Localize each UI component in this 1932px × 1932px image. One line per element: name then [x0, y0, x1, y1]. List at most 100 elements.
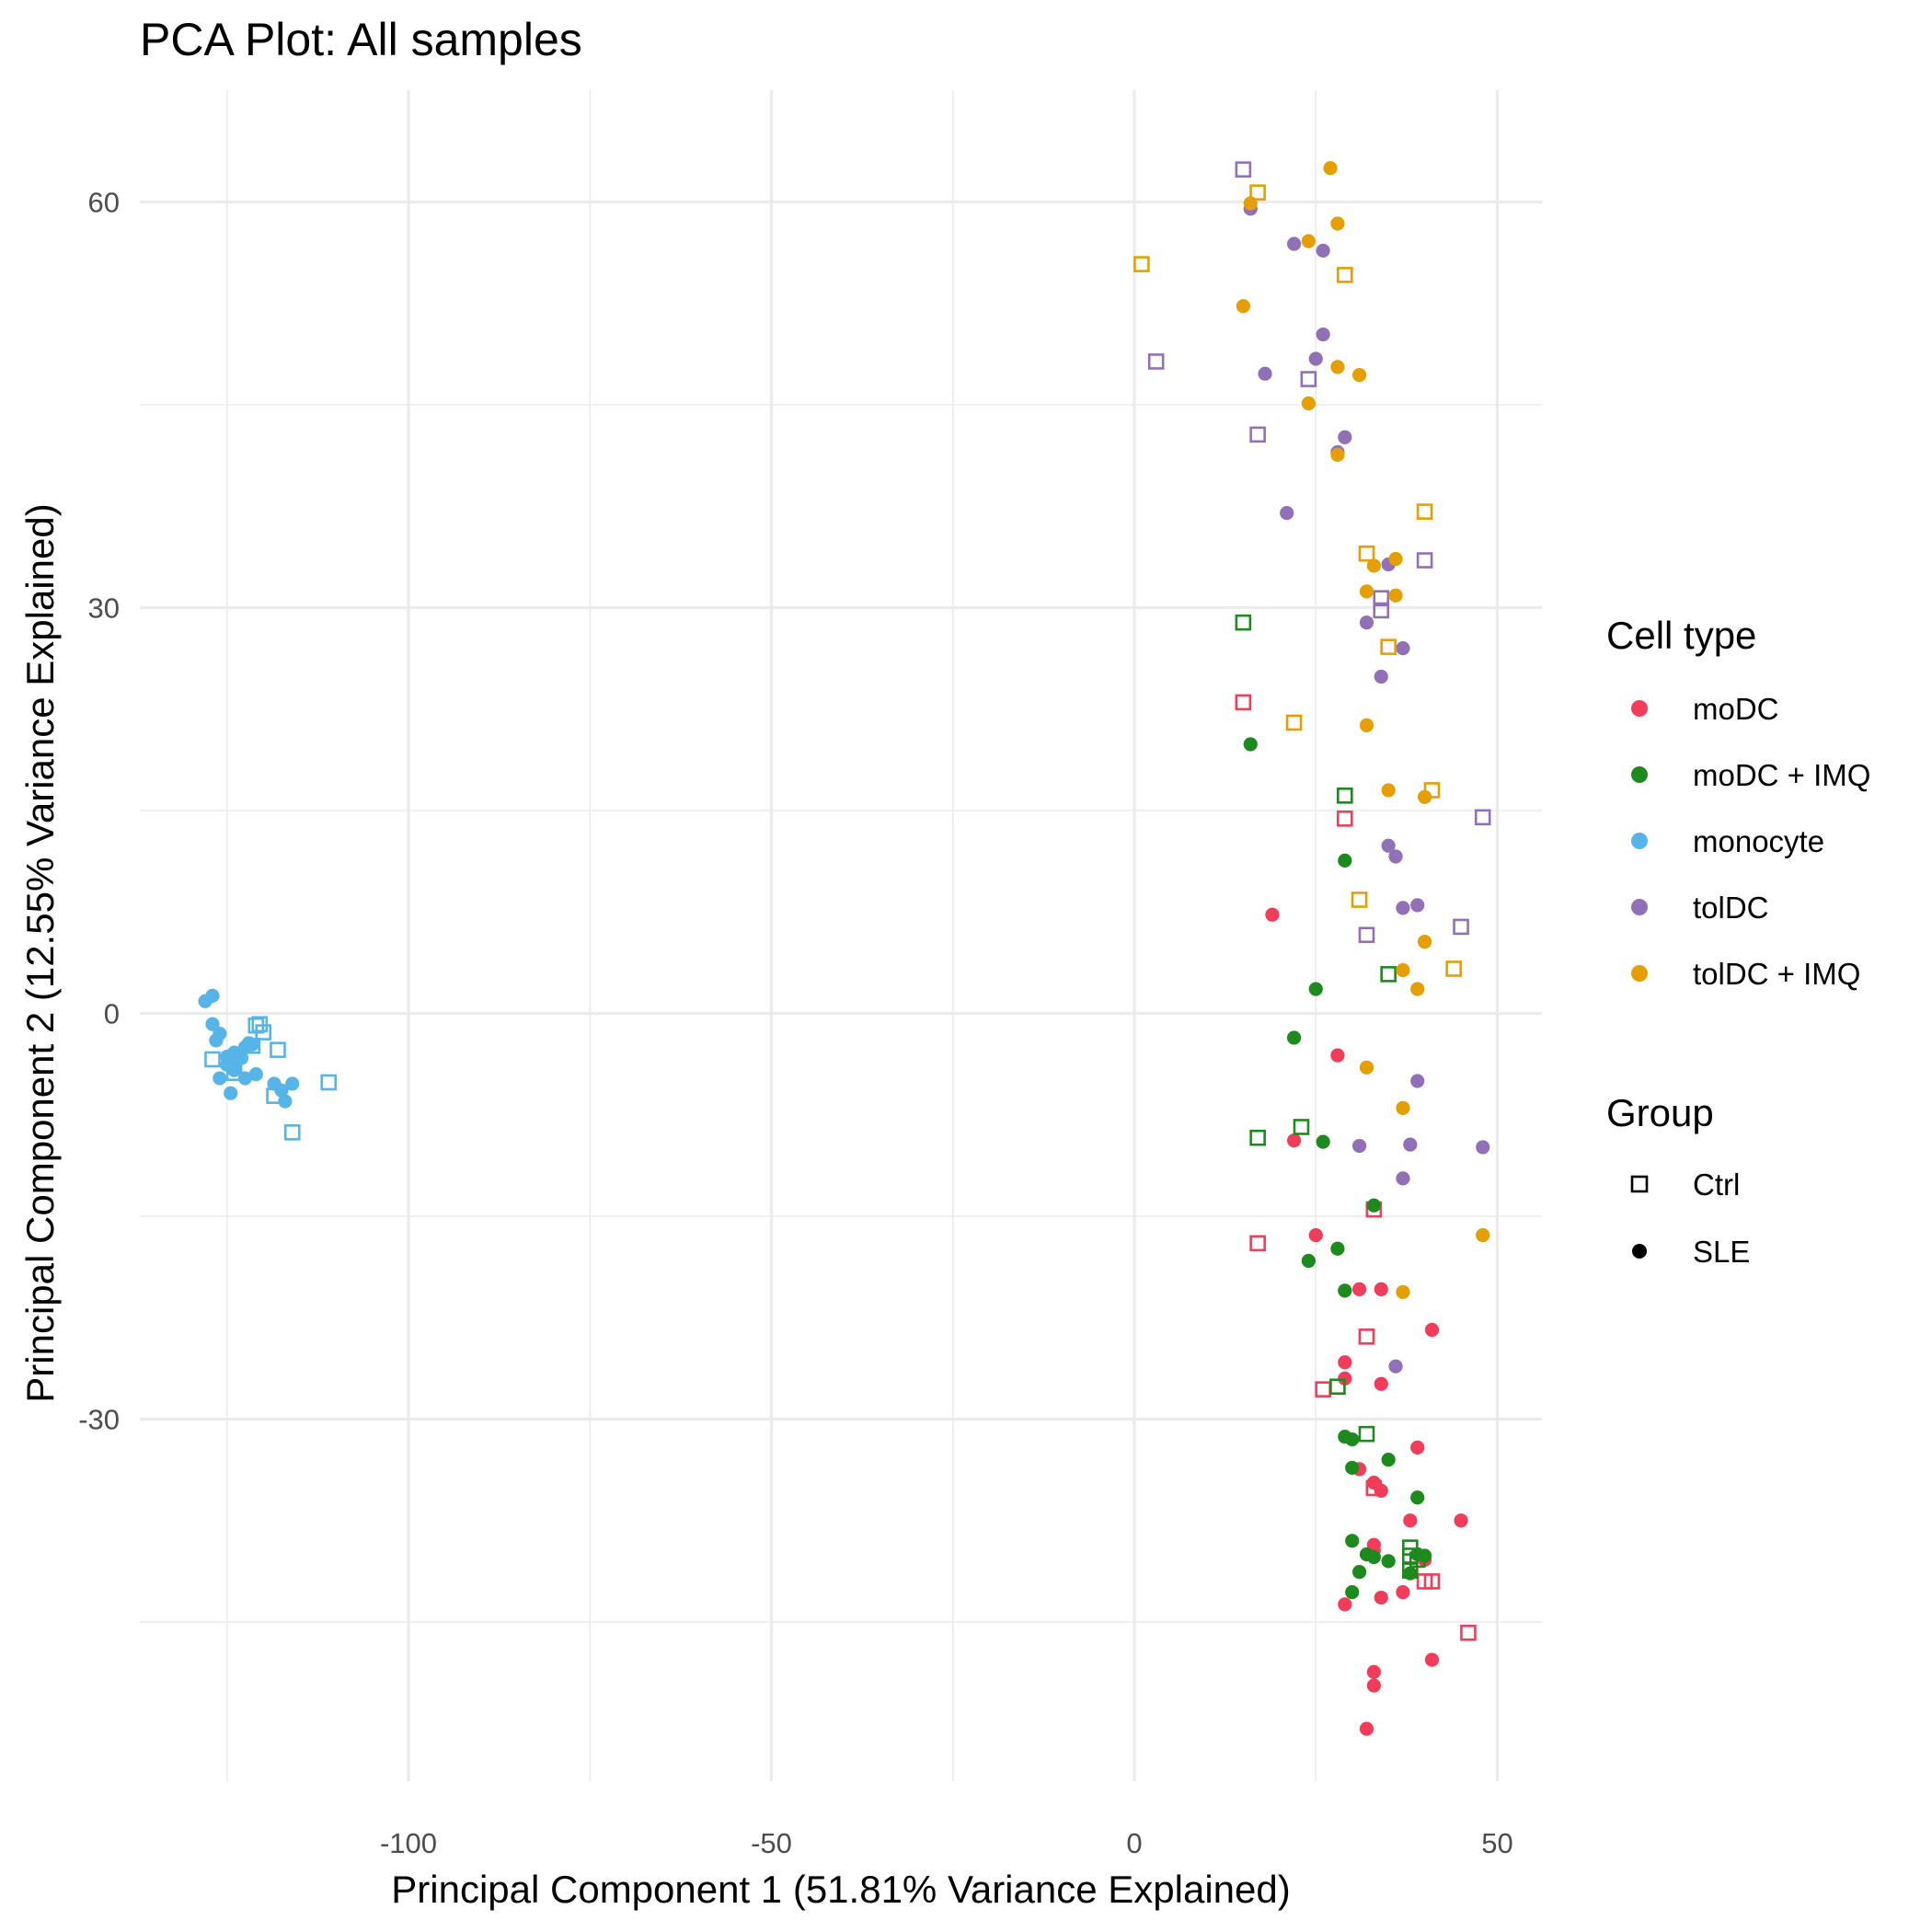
legend-key-ctrl: [1630, 1175, 1649, 1193]
data-point: [1330, 216, 1345, 231]
chart-title: PCA Plot: All samples: [140, 14, 582, 65]
data-point: [1345, 1534, 1360, 1548]
data-point: [1235, 694, 1252, 711]
data-point: [255, 1024, 272, 1041]
data-point: [1366, 1198, 1381, 1213]
data-point: [1359, 718, 1374, 732]
data-point: [244, 1037, 261, 1054]
data-point: [1381, 1453, 1396, 1467]
data-point: [1351, 368, 1367, 383]
legend-label-cell-type: monocyte: [1693, 824, 1824, 858]
data-point: [1280, 506, 1294, 521]
data-point: [1330, 447, 1345, 462]
data-point: [1359, 1060, 1374, 1075]
data-point: [1396, 1585, 1410, 1600]
y-tick-label: 0: [104, 998, 120, 1030]
data-point: [1338, 1283, 1352, 1298]
data-point: [1345, 1432, 1360, 1447]
data-point: [1366, 1549, 1381, 1565]
data-point: [1388, 1359, 1403, 1374]
x-axis-title: Principal Component 1 (51.81% Variance E…: [391, 1868, 1290, 1911]
data-point: [1258, 366, 1272, 381]
data-point: [1396, 1171, 1410, 1186]
data-point: [1418, 934, 1432, 949]
data-point: [227, 1045, 242, 1060]
data-point: [270, 1041, 286, 1058]
data-point: [224, 1086, 238, 1100]
data-point: [213, 1026, 227, 1041]
data-point: [1286, 1133, 1302, 1148]
data-point: [1337, 267, 1353, 283]
data-point: [205, 988, 220, 1003]
data-point: [1338, 1371, 1352, 1386]
data-point: [1359, 1721, 1374, 1736]
data-point: [1301, 1253, 1316, 1269]
data-point: [1396, 1100, 1410, 1115]
data-point: [283, 1124, 301, 1141]
data-point: [1235, 614, 1252, 631]
data-point: [285, 1076, 300, 1091]
data-point: [1453, 918, 1469, 936]
data-point: [1338, 1355, 1352, 1370]
legend-key-4: [1631, 965, 1648, 982]
data-point: [1286, 1030, 1302, 1045]
data-point: [1416, 552, 1433, 569]
data-point: [1351, 1282, 1367, 1296]
legend-label-cell-type: moDC + IMQ: [1693, 758, 1870, 792]
data-point: [1337, 811, 1353, 827]
data-point: [1133, 256, 1150, 272]
x-tick-label: 50: [1481, 1827, 1512, 1859]
data-point: [1410, 1490, 1425, 1505]
data-point: [1308, 351, 1323, 366]
data-point: [1338, 853, 1352, 868]
legend-key-2: [1631, 833, 1648, 849]
data-point: [1476, 1140, 1490, 1155]
data-point: [1316, 327, 1330, 342]
data-point: [1374, 1590, 1388, 1605]
data-point: [1358, 926, 1375, 944]
data-point: [1460, 1624, 1477, 1641]
data-point: [1403, 1137, 1418, 1152]
data-point: [1351, 1565, 1367, 1580]
data-point: [320, 1074, 338, 1091]
x-tick-label: 0: [1126, 1827, 1142, 1859]
data-point: [1330, 1241, 1345, 1256]
legend-key-0: [1631, 700, 1648, 717]
data-point: [1410, 1440, 1425, 1455]
data-point: [1323, 161, 1338, 176]
data-point: [1249, 1129, 1266, 1146]
data-point: [1316, 1134, 1330, 1149]
grid-lines: [140, 90, 1542, 1781]
legend-label-cell-type: moDC: [1693, 692, 1779, 726]
data-point: [1396, 1284, 1410, 1299]
data-point: [1358, 1328, 1375, 1345]
data-point: [1381, 1554, 1396, 1569]
data-point: [248, 1067, 263, 1082]
data-point: [1338, 1597, 1352, 1612]
data-point: [1265, 907, 1280, 922]
y-tick-label: 60: [88, 187, 120, 219]
data-point: [1329, 1378, 1346, 1396]
legend-title-cell-type: Cell type: [1606, 614, 1756, 657]
data-point: [1285, 714, 1303, 731]
y-axis-title: Principal Component 2 (12.55% Variance E…: [18, 503, 62, 1402]
data-point: [1300, 371, 1317, 387]
y-tick-label: 30: [88, 592, 120, 625]
data-point: [213, 1071, 227, 1086]
data-point: [1351, 1138, 1367, 1154]
data-point: [1308, 982, 1323, 996]
data-point: [1374, 1376, 1388, 1391]
data-point: [1410, 1074, 1425, 1088]
legend-label-group: SLE: [1693, 1235, 1750, 1269]
data-point: [1249, 426, 1266, 443]
data-point: [1301, 396, 1316, 411]
data-point: [1388, 551, 1403, 567]
data-point: [1410, 982, 1425, 996]
data-point: [205, 1017, 220, 1031]
data-point: [1380, 638, 1397, 655]
data-point: [251, 1016, 269, 1033]
legend-key-1: [1631, 766, 1648, 783]
data-point: [1445, 960, 1462, 977]
data-point: [1235, 161, 1252, 178]
legend-label-group: Ctrl: [1693, 1167, 1740, 1202]
